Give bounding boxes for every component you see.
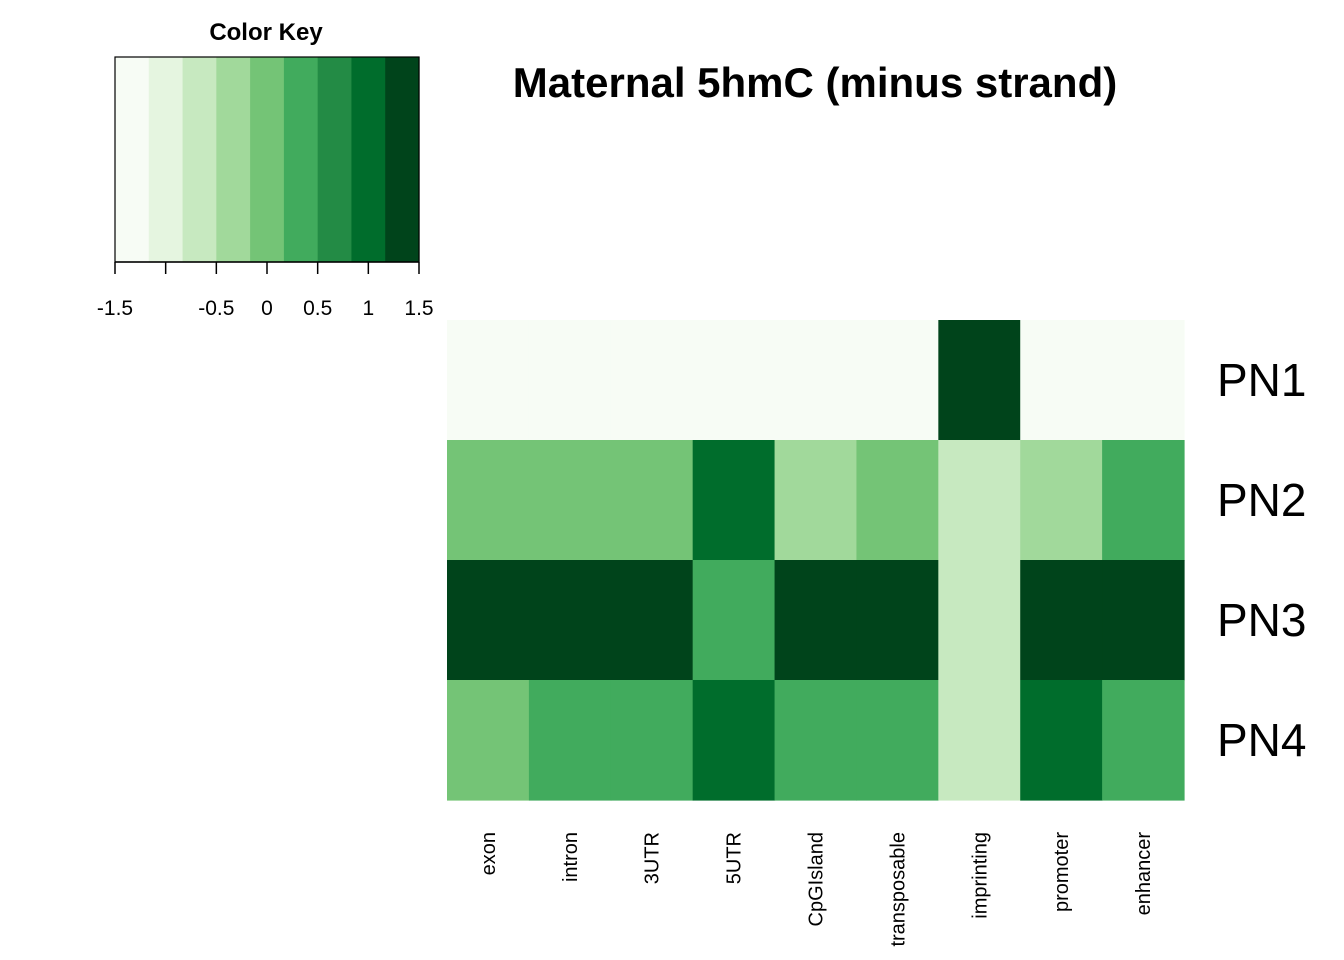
color-key-swatch: [385, 57, 420, 262]
heatmap-cell: [856, 320, 939, 441]
row-label: PN1: [1217, 354, 1306, 406]
heatmap-cell: [610, 680, 694, 801]
heatmap-cell: [447, 560, 530, 681]
row-labels: PN1 PN2 PN3 PN4: [1217, 354, 1306, 766]
color-key-swatch: [283, 57, 319, 262]
row-label: PN4: [1217, 714, 1306, 766]
column-label: exon: [478, 832, 500, 875]
heatmap-cell: [1102, 560, 1185, 681]
heatmap-cell: [447, 680, 530, 801]
heatmap-cell: [610, 560, 694, 681]
color-key: Color Key -1.5 -0.5 0 0.5 1 1.5: [97, 19, 434, 320]
color-key-swatch: [250, 57, 285, 262]
heatmap-cell: [447, 440, 530, 561]
heatmap-cell: [528, 440, 612, 561]
heatmap-cell: [528, 560, 612, 681]
column-label: imprinting: [969, 832, 991, 919]
heatmap-cell: [774, 440, 858, 561]
column-labels: exon intron 3UTR 5UTR CpGIsland transposable i…: [478, 832, 1155, 947]
color-key-axis: -1.5 -0.5 0 0.5 1 1.5: [97, 261, 434, 320]
column-label: enhancer: [1133, 832, 1155, 916]
heatmap-cell: [528, 320, 612, 441]
heatmap-cell: [1020, 440, 1103, 561]
column-label: transposable: [887, 832, 909, 947]
heatmap-cell: [774, 560, 858, 681]
heatmap-cell: [856, 680, 939, 801]
heatmap-cell: [692, 680, 776, 801]
color-key-tick-label: 0.5: [303, 297, 332, 320]
column-label: intron: [560, 832, 582, 882]
color-key-swatch: [182, 57, 217, 262]
heatmap-cell: [938, 440, 1021, 561]
column-label: promoter: [1051, 832, 1073, 912]
row-label: PN2: [1217, 474, 1306, 526]
color-key-swatch: [148, 57, 184, 262]
column-label: 3UTR: [642, 832, 664, 884]
column-label: 5UTR: [724, 832, 746, 884]
heatmap-cell: [692, 320, 776, 441]
heatmap-cell: [774, 320, 858, 441]
heatmap-cell: [938, 560, 1021, 681]
heatmap-cell: [1020, 320, 1103, 441]
column-label: CpGIsland: [806, 832, 828, 927]
heatmap-cell: [1102, 680, 1185, 801]
color-key-tick-label: -1.5: [97, 297, 133, 320]
heatmap-cell: [1102, 320, 1185, 441]
color-key-title: Color Key: [209, 19, 323, 46]
color-key-swatches: [115, 57, 420, 262]
color-key-tick-label: -0.5: [198, 297, 234, 320]
heatmap-cell: [938, 680, 1021, 801]
heatmap-cell: [610, 320, 694, 441]
heatmap-cell: [1020, 560, 1103, 681]
color-key-swatch: [317, 57, 353, 262]
heatmap-cell: [528, 680, 612, 801]
heatmap-cell: [447, 320, 530, 441]
heatmap-cell: [610, 440, 694, 561]
chart-title: Maternal 5hmC (minus strand): [513, 59, 1117, 106]
heatmap-cell: [1102, 440, 1185, 561]
color-key-tick-label: 1.5: [404, 297, 433, 320]
color-key-swatch: [115, 57, 150, 262]
heatmap-cell: [856, 440, 939, 561]
color-key-swatch: [351, 57, 386, 262]
heatmap-cell: [774, 680, 858, 801]
heatmap-cell: [692, 560, 776, 681]
row-label: PN3: [1217, 594, 1306, 646]
color-key-tick-label: 1: [362, 297, 374, 320]
heatmap-cell: [856, 560, 939, 681]
heatmap-cell: [938, 320, 1021, 441]
color-key-tick-label: 0: [261, 297, 273, 320]
color-key-swatch: [216, 57, 251, 262]
heatmap-cell: [1020, 680, 1103, 801]
heatmap-cell: [692, 440, 776, 561]
heatmap-cells: [447, 320, 1185, 801]
